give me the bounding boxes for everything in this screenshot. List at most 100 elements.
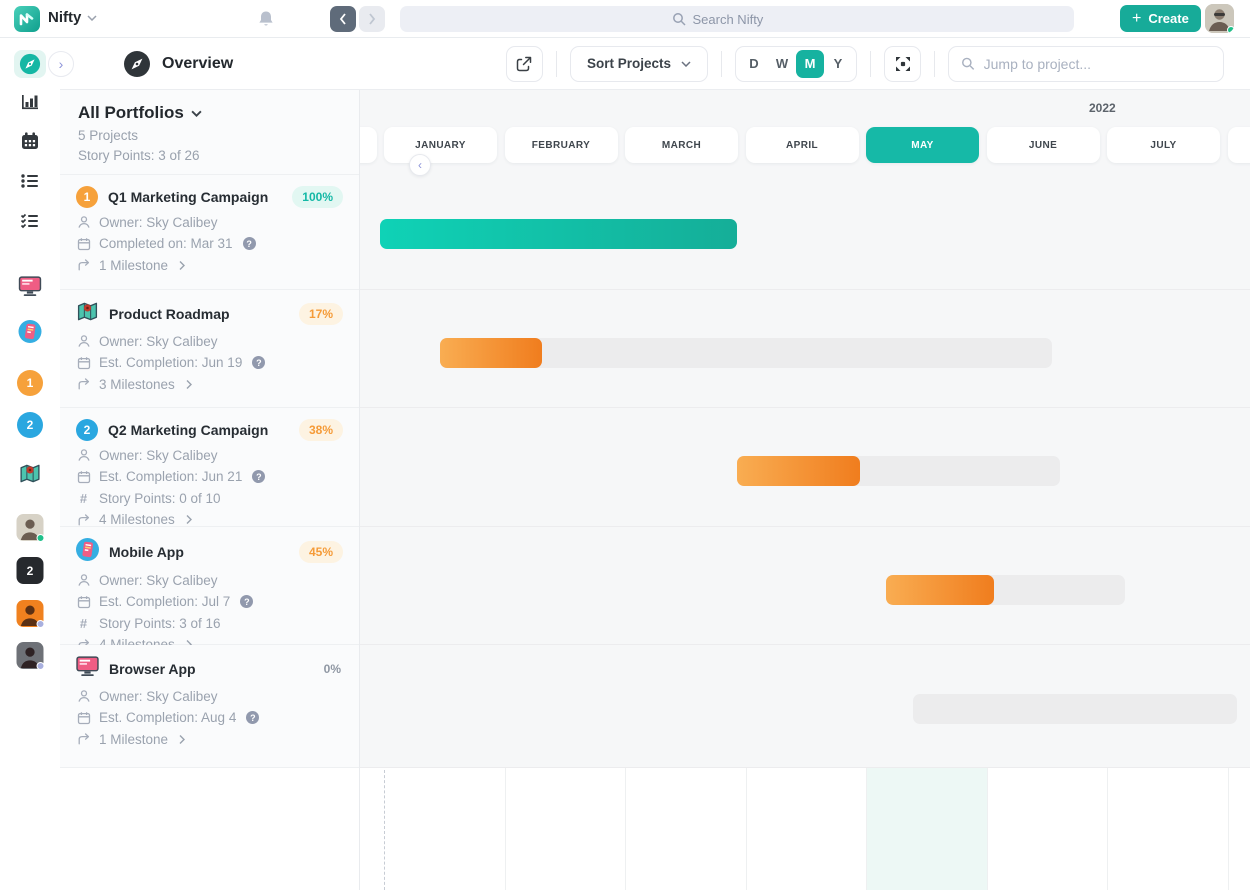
sort-projects-button[interactable]: Sort Projects bbox=[569, 45, 708, 82]
month-pill-partial[interactable] bbox=[360, 127, 377, 163]
project-card-5[interactable]: Browser App 0% Owner: Sky Calibey Est. Comp… bbox=[60, 645, 359, 768]
notifications-bell-icon[interactable] bbox=[258, 10, 274, 33]
month-pill-april[interactable]: APRIL bbox=[745, 127, 859, 163]
month-pill-january[interactable]: JANUARY bbox=[384, 127, 497, 163]
month-pill-partial[interactable] bbox=[1227, 127, 1250, 163]
current-month-highlight bbox=[866, 768, 987, 890]
global-search[interactable] bbox=[400, 6, 1074, 32]
help-icon[interactable]: ? bbox=[246, 711, 260, 724]
project-icon: 1 bbox=[76, 186, 98, 208]
timescale-option-d[interactable]: D bbox=[749, 56, 759, 71]
chevron-down-icon bbox=[87, 14, 97, 21]
sidebar-member-3[interactable] bbox=[16, 642, 45, 670]
project-person-line: Owner: Sky Calibey bbox=[76, 448, 343, 463]
month-pill-july[interactable]: JULY bbox=[1107, 127, 1220, 163]
help-icon[interactable]: ? bbox=[240, 595, 254, 608]
milestone-icon bbox=[76, 377, 91, 391]
project-calendar-line: Est. Completion: Jun 19? bbox=[76, 355, 343, 370]
online-status-dot bbox=[1227, 26, 1234, 33]
project-hash-line: # Story Points: 0 of 10 bbox=[76, 491, 343, 506]
project-card-2[interactable]: Product Roadmap 17% Owner: Sky Calibey Est.… bbox=[60, 290, 359, 408]
app-name-label: Nifty bbox=[48, 9, 82, 26]
sidebar-project-browser-app[interactable] bbox=[18, 276, 42, 297]
person-icon bbox=[76, 689, 91, 703]
project-calendar-line: Est. Completion: Jul 7? bbox=[76, 594, 343, 609]
sidebar-item-calendar[interactable] bbox=[20, 131, 40, 151]
create-button[interactable]: + Create bbox=[1120, 5, 1201, 32]
milestone-icon bbox=[76, 638, 91, 652]
history-forward-button[interactable] bbox=[359, 6, 385, 32]
milestones-link[interactable]: 3 Milestones bbox=[76, 377, 343, 392]
milestone-icon bbox=[76, 732, 91, 746]
sidebar-member-sky[interactable] bbox=[16, 514, 45, 542]
help-icon[interactable]: ? bbox=[252, 470, 266, 483]
gantt-area: 2022 JANUARY FEBRUARY MARCH APRIL MAY JUNE JUL… bbox=[360, 90, 1250, 890]
fullscreen-button[interactable] bbox=[884, 45, 921, 82]
project-card-3[interactable]: 2 Q2 Marketing Campaign 38% Owner: Sky Cali… bbox=[60, 408, 359, 527]
sidebar-project-q1-marketing-campaign[interactable]: 1 bbox=[17, 370, 43, 396]
sidebar-item-reports[interactable] bbox=[20, 92, 40, 112]
project-card-1[interactable]: 1 Q1 Marketing Campaign 100% Owner: Sky Cal… bbox=[60, 175, 359, 290]
milestones-link[interactable]: 4 Milestones bbox=[76, 512, 343, 527]
calendar-icon bbox=[76, 356, 91, 370]
sidebar-workspace-badge[interactable]: 2 bbox=[16, 557, 44, 584]
timescale-option-y[interactable]: Y bbox=[833, 56, 843, 71]
calendar-icon bbox=[76, 595, 91, 609]
project-hash-line: # Story Points: 3 of 16 bbox=[76, 616, 343, 631]
help-icon[interactable]: ? bbox=[252, 356, 266, 369]
sidebar-expand-button[interactable]: › bbox=[48, 51, 74, 77]
gantt-bar-track[interactable] bbox=[913, 694, 1237, 724]
sidebar-item-list[interactable] bbox=[20, 171, 40, 191]
gantt-bar-progress[interactable] bbox=[440, 338, 542, 368]
month-gridline bbox=[1107, 768, 1108, 890]
gantt-bar-track[interactable] bbox=[440, 338, 1052, 368]
chevron-down-icon bbox=[681, 60, 691, 67]
milestones-link[interactable]: 1 Milestone bbox=[76, 732, 343, 747]
gantt-row-2 bbox=[360, 290, 1250, 408]
timescale-option-m[interactable]: M bbox=[796, 49, 824, 78]
month-pill-february[interactable]: FEBRUARY bbox=[504, 127, 618, 163]
sidebar-project-mobile-app[interactable] bbox=[18, 320, 42, 343]
timescale-option-w[interactable]: W bbox=[775, 56, 789, 71]
month-pill-may[interactable]: MAY bbox=[866, 127, 979, 163]
create-button-label: Create bbox=[1148, 11, 1189, 26]
portfolio-panel: All Portfolios 5 Projects Story Points: … bbox=[60, 90, 360, 890]
project-card-4[interactable]: Mobile App 45% Owner: Sky Calibey Est. Comp… bbox=[60, 527, 359, 652]
history-back-button[interactable] bbox=[330, 6, 356, 32]
sidebar-member-2[interactable] bbox=[16, 600, 45, 628]
progress-badge: 45% bbox=[298, 541, 343, 563]
share-button[interactable] bbox=[505, 45, 543, 82]
workspace-switcher[interactable]: Nifty bbox=[48, 9, 97, 26]
sidebar-project-q2-marketing-campaign[interactable]: 2 bbox=[17, 412, 43, 438]
sidebar-item-tasks[interactable] bbox=[20, 211, 40, 231]
nifty-logo-icon[interactable] bbox=[14, 6, 40, 32]
gantt-bar-progress[interactable] bbox=[886, 575, 994, 605]
panel-collapse-button[interactable]: ‹ bbox=[409, 154, 431, 176]
search-icon bbox=[962, 57, 975, 70]
divider bbox=[555, 50, 557, 77]
month-pill-june[interactable]: JUNE bbox=[986, 127, 1100, 163]
hash-icon: # bbox=[79, 490, 88, 506]
portfolio-selector[interactable]: All Portfolios bbox=[78, 103, 341, 123]
user-avatar[interactable] bbox=[1205, 4, 1234, 33]
sidebar-item-overview[interactable] bbox=[14, 50, 46, 78]
gantt-bar-progress[interactable] bbox=[380, 219, 737, 249]
chevron-right-icon bbox=[178, 260, 186, 271]
chevron-right-icon bbox=[185, 379, 193, 390]
chevron-left-icon bbox=[339, 13, 346, 25]
jump-to-project-input[interactable] bbox=[983, 55, 1211, 72]
gantt-bar-progress[interactable] bbox=[737, 456, 860, 486]
global-search-input[interactable] bbox=[692, 11, 803, 27]
milestones-link[interactable]: 1 Milestone bbox=[76, 258, 343, 273]
project-icon bbox=[76, 301, 99, 327]
page-title: Overview bbox=[162, 54, 234, 72]
jump-to-project[interactable] bbox=[948, 45, 1224, 82]
month-gridline bbox=[504, 768, 506, 890]
month-pill-march[interactable]: MARCH bbox=[625, 127, 738, 163]
sidebar-project-product-roadmap[interactable] bbox=[19, 463, 42, 484]
top-bar: Nifty + Create bbox=[0, 0, 1250, 38]
help-icon[interactable]: ? bbox=[242, 237, 256, 250]
